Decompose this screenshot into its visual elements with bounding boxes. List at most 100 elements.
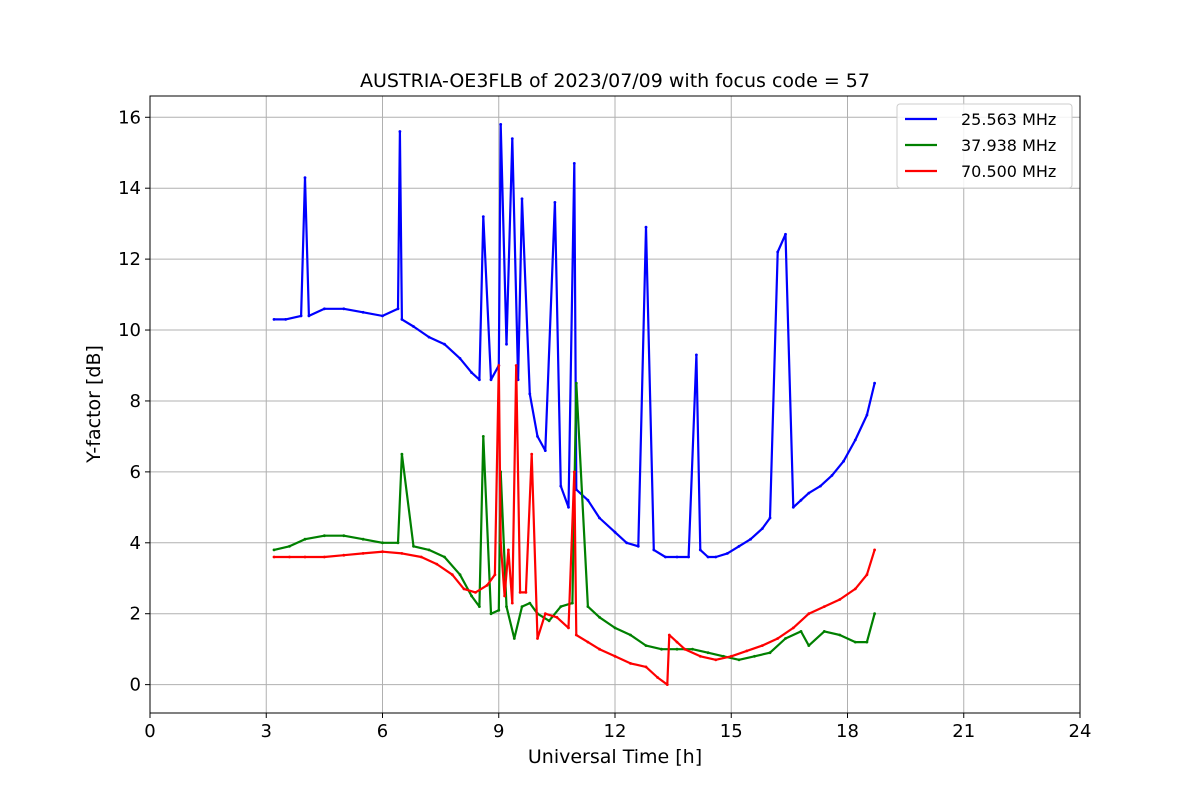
data-point xyxy=(520,197,524,201)
data-point xyxy=(749,537,752,541)
data-point xyxy=(489,612,493,616)
data-point xyxy=(586,640,590,644)
legend: 25.563 MHz 37.938 MHz 70.500 MHz xyxy=(896,103,1073,189)
data-point xyxy=(303,176,307,180)
data-point xyxy=(776,250,780,254)
x-axis-label: Universal Time [h] xyxy=(528,746,702,768)
data-point xyxy=(505,342,508,346)
data-point xyxy=(629,633,632,637)
data-point xyxy=(323,555,326,559)
data-point xyxy=(683,647,687,651)
data-point xyxy=(543,449,547,452)
data-point xyxy=(714,555,718,559)
data-point xyxy=(706,555,710,559)
data-point xyxy=(499,123,503,126)
data-point xyxy=(485,583,489,587)
data-point xyxy=(613,626,617,630)
data-point xyxy=(443,555,446,559)
data-point xyxy=(830,474,834,477)
data-point xyxy=(838,598,842,601)
data-point xyxy=(497,364,501,367)
data-point xyxy=(400,452,404,456)
data-point xyxy=(865,573,869,577)
data-point xyxy=(396,541,400,545)
data-point xyxy=(443,342,446,346)
data-point xyxy=(427,548,431,552)
x-tick-label: 21 xyxy=(952,721,975,742)
data-point xyxy=(342,307,346,311)
data-point xyxy=(427,335,431,339)
data-point xyxy=(753,654,756,658)
data-point xyxy=(768,651,772,655)
data-point xyxy=(865,640,869,644)
data-point xyxy=(664,555,667,559)
data-point xyxy=(489,378,493,382)
data-point xyxy=(776,637,780,640)
data-point xyxy=(644,225,648,229)
data-point xyxy=(450,573,454,577)
data-point xyxy=(799,630,803,633)
data-point xyxy=(481,215,485,219)
data-point xyxy=(288,555,291,559)
data-point xyxy=(381,550,384,554)
data-point xyxy=(272,318,276,321)
data-point xyxy=(288,544,291,548)
data-point xyxy=(574,381,578,385)
data-point xyxy=(729,654,733,658)
y-tick-label: 4 xyxy=(130,533,141,554)
data-point xyxy=(572,162,576,165)
data-point xyxy=(726,552,729,555)
data-point xyxy=(470,594,473,598)
x-tick-label: 3 xyxy=(261,721,272,742)
data-point xyxy=(807,612,811,616)
data-point xyxy=(435,562,439,566)
data-point xyxy=(791,505,795,509)
data-point xyxy=(695,353,698,357)
data-point xyxy=(737,544,741,548)
data-point xyxy=(323,534,326,538)
data-point xyxy=(559,484,563,488)
data-point xyxy=(474,591,477,594)
data-point xyxy=(458,573,462,577)
data-point xyxy=(478,605,481,608)
data-point xyxy=(822,630,826,633)
data-point xyxy=(510,137,514,141)
data-point xyxy=(625,541,628,545)
data-point xyxy=(381,314,384,318)
legend-label: 25.563 MHz xyxy=(961,110,1056,129)
y-tick-label: 2 xyxy=(130,604,141,625)
data-point xyxy=(760,644,764,647)
data-point xyxy=(714,658,718,662)
y-tick-label: 16 xyxy=(118,107,141,128)
data-point xyxy=(819,484,822,488)
data-point xyxy=(853,640,857,644)
data-point xyxy=(652,548,656,552)
y-tick-label: 6 xyxy=(130,462,141,483)
data-point xyxy=(822,605,826,608)
data-point xyxy=(299,314,303,318)
data-point xyxy=(675,640,679,644)
data-point xyxy=(303,537,307,541)
data-point xyxy=(567,505,570,509)
data-point xyxy=(396,307,400,311)
data-point xyxy=(272,548,276,552)
data-point xyxy=(706,651,710,655)
data-point xyxy=(518,591,522,594)
legend-box xyxy=(896,103,1073,189)
data-point xyxy=(745,649,749,653)
data-point xyxy=(698,548,702,552)
data-point xyxy=(507,548,510,552)
data-point xyxy=(499,541,503,545)
data-point xyxy=(675,555,679,559)
data-point xyxy=(497,608,501,612)
data-point xyxy=(784,637,787,640)
data-point xyxy=(567,626,570,630)
data-point xyxy=(675,647,679,651)
data-point xyxy=(458,357,462,360)
data-point xyxy=(512,637,516,640)
data-point xyxy=(691,647,694,651)
data-point xyxy=(865,413,869,417)
data-point xyxy=(665,683,669,686)
x-tick-label: 12 xyxy=(604,721,627,742)
